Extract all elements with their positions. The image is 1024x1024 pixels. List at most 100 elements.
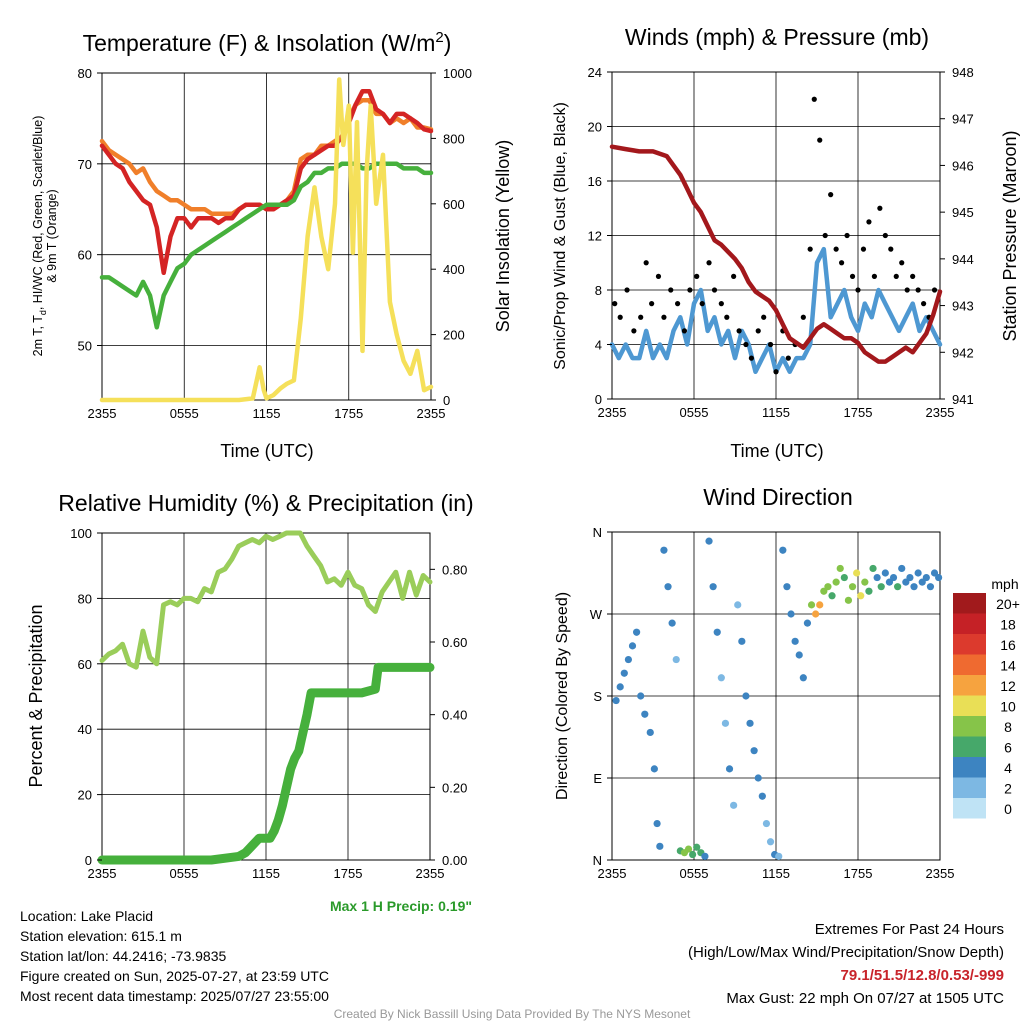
direction-point: [628, 642, 637, 650]
legend-swatch: [953, 798, 986, 819]
direction-point: [734, 601, 742, 609]
y-tick-label: 20: [78, 788, 92, 803]
gust-point: [624, 287, 630, 293]
direction-point: [750, 747, 758, 755]
humidity-panel: Relative Humidity (%) & Precipitation (i…: [26, 490, 474, 914]
direction-point: [616, 683, 624, 691]
x-tick-label: 2355: [926, 866, 955, 881]
y-tick-label: 70: [78, 157, 92, 172]
y2-tick-label: 943: [952, 299, 974, 314]
gust-point: [743, 341, 749, 348]
series-line-1: [97, 662, 435, 865]
direction-point: [926, 583, 935, 591]
y2-tick-label: 0.40: [442, 708, 467, 723]
gust-point: [893, 273, 899, 279]
y-tick-label: 80: [78, 66, 92, 81]
legend-swatch: [953, 675, 986, 696]
gust-point: [915, 287, 921, 293]
x-tick-label: 0555: [680, 866, 709, 881]
legend-swatch: [953, 613, 986, 634]
direction-point: [894, 583, 902, 591]
legend-title: mph: [991, 576, 1018, 592]
direction-grid: [611, 531, 941, 861]
direction-point: [840, 573, 848, 582]
y-tick-label: S: [593, 689, 602, 704]
direction-ylabel-left: Direction (Colored By Speed): [554, 592, 571, 800]
legend-swatch: [953, 777, 986, 798]
temperature-ylabel-left: 2m T, Td, HI/WC (Red, Green, Scarlet/Blu…: [31, 116, 59, 357]
y-tick-label: W: [590, 607, 603, 622]
extremes-title: Extremes For Past 24 Hours: [814, 921, 1004, 938]
direction-point: [881, 569, 889, 577]
direction-point: [775, 852, 783, 860]
gust-point: [899, 260, 905, 266]
gust-point: [785, 355, 791, 361]
direction-point: [836, 564, 844, 573]
direction-point: [637, 692, 645, 700]
y2-tick-label: 0.00: [442, 853, 467, 868]
location-text: Location: Lake Placid: [20, 908, 154, 924]
winds-grid: [611, 71, 941, 400]
svg-text:& 9m T (Orange): & 9m T (Orange): [45, 189, 59, 282]
direction-point: [910, 583, 918, 591]
y-tick-label: 24: [588, 65, 602, 80]
gust-point: [860, 246, 867, 252]
x-tick-label: 2355: [598, 405, 627, 420]
winds-ticks: 2355 0555 1155 1755 235504812162024941942943…: [588, 65, 974, 420]
winds-series: [609, 96, 943, 375]
direction-point: [914, 569, 922, 577]
direction-point: [624, 655, 633, 664]
winds-ylabel-right: Station Pressure (Maroon): [1000, 130, 1020, 341]
gust-point: [833, 246, 839, 252]
gust-point: [687, 287, 693, 293]
direction-point: [877, 583, 885, 591]
direction-point: [795, 651, 803, 659]
y2-tick-label: 1000: [443, 66, 472, 81]
x-tick-label: 1155: [762, 866, 790, 881]
gust-point: [661, 314, 667, 320]
humidity-series: [97, 530, 435, 865]
credit-text: Created By Nick Bassill Using Data Provi…: [333, 1007, 691, 1021]
direction-point: [646, 728, 654, 737]
gust-point: [755, 328, 761, 334]
y2-tick-label: 942: [952, 345, 974, 360]
direction-point: [742, 692, 750, 700]
x-tick-label: 0555: [680, 405, 709, 420]
y-tick-label: 40: [78, 722, 92, 737]
direction-point: [725, 765, 734, 773]
direction-point: [828, 592, 836, 600]
gust-point: [811, 96, 817, 102]
y-tick-label: 4: [595, 338, 602, 353]
svg-text:2m T, Td, HI/WC (Red, Green, S: 2m T, Td, HI/WC (Red, Green, Scarlet/Blu…: [31, 116, 48, 357]
y2-tick-label: 200: [443, 328, 465, 343]
y2-tick-label: 400: [443, 262, 465, 277]
gust-point: [761, 314, 767, 320]
series-line-1: [99, 88, 434, 276]
x-tick-label: 2355: [417, 406, 446, 421]
max-gust-text: Max Gust: 22 mph On 07/27 at 1505 UTC: [726, 990, 1004, 1007]
direction-point: [620, 669, 628, 677]
legend-label: 6: [1004, 740, 1012, 756]
gust-point: [773, 369, 779, 375]
humidity-ticks: 2355 0555 1155 1755 23550204060801000.000.20…: [70, 526, 467, 881]
gust-point: [731, 273, 737, 279]
y2-tick-label: 600: [443, 197, 465, 212]
gust-point: [638, 314, 644, 320]
y-tick-label: 16: [588, 174, 602, 189]
direction-point: [853, 569, 861, 577]
direction-point: [641, 710, 649, 718]
latlon-text: Station lat/lon: 44.2416; -73.9835: [20, 948, 227, 964]
direction-point: [779, 546, 787, 554]
direction-point: [633, 628, 641, 636]
x-tick-label: 1755: [844, 866, 873, 881]
legend-label: 18: [1000, 617, 1016, 633]
x-tick-label: 1755: [844, 405, 873, 420]
y-tick-label: N: [593, 525, 602, 540]
direction-point: [824, 583, 832, 591]
legend-swatch: [953, 695, 986, 716]
direction-point: [746, 719, 754, 727]
direction-point: [668, 619, 676, 627]
gust-point: [844, 232, 850, 239]
temperature-xlabel: Time (UTC): [220, 441, 313, 461]
